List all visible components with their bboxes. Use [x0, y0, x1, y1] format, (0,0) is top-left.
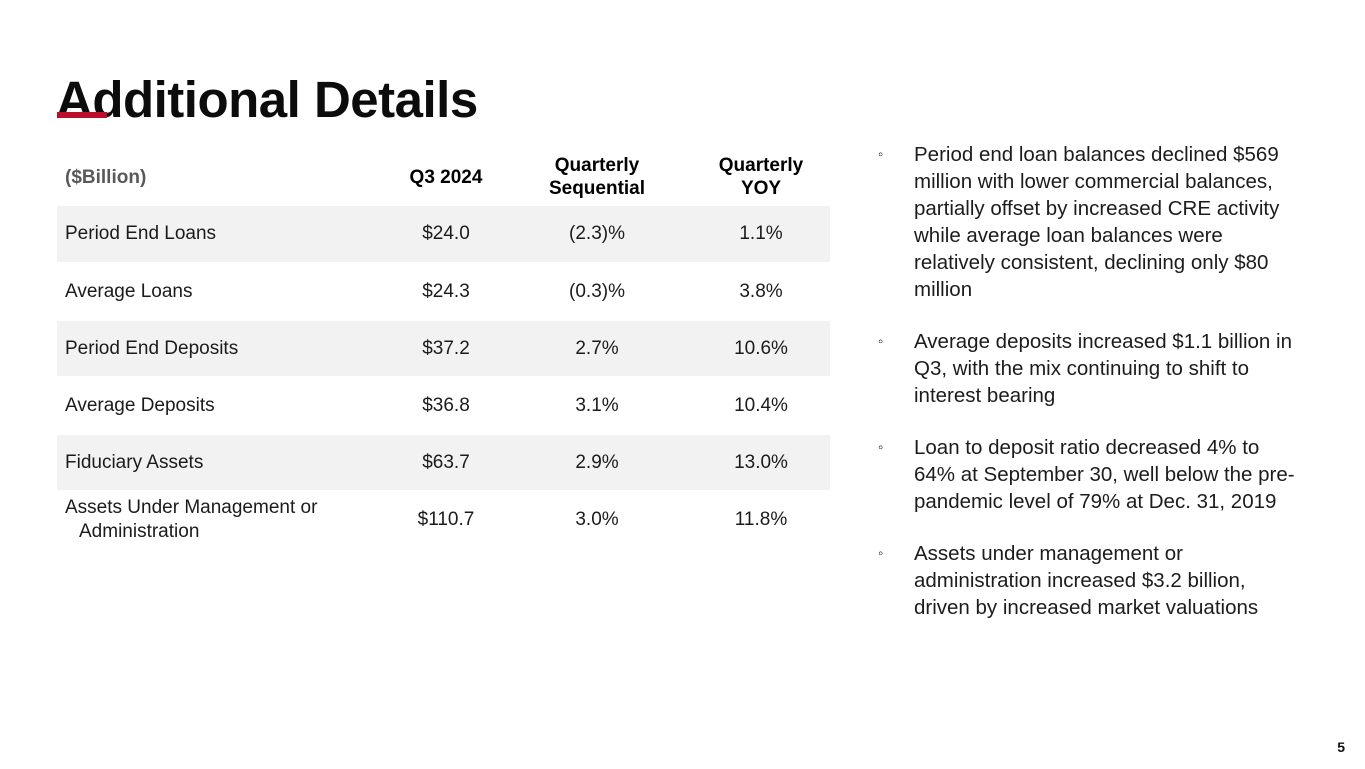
- cell-q3: $37.2: [422, 337, 470, 359]
- row-label: Period End Loans: [65, 223, 217, 245]
- cell-q3: $63.7: [422, 451, 470, 473]
- table-row: Period End Loans $24.0 (2.3)% 1.1%: [57, 206, 830, 263]
- column-header-quarterly-yoy: Quarterly YOY: [718, 155, 804, 199]
- row-label: Assets Under Management or Administratio…: [65, 496, 318, 542]
- list-item: ◦ Loan to deposit ratio decreased 4% to …: [874, 434, 1302, 515]
- table-row: Average Loans $24.3 (0.3)% 3.8%: [57, 263, 830, 320]
- row-label: Period End Deposits: [65, 337, 239, 359]
- cell-yoy: 3.8%: [739, 280, 783, 302]
- column-header-q3-2024: Q3 2024: [409, 166, 483, 188]
- list-item: ◦ Period end loan balances declined $569…: [874, 141, 1302, 303]
- cell-sequential: 3.1%: [575, 394, 619, 416]
- cell-yoy: 10.4%: [734, 394, 788, 416]
- table-row: Average Deposits $36.8 3.1% 10.4%: [57, 377, 830, 434]
- table-row: Assets Under Management or Administratio…: [57, 491, 830, 548]
- cell-sequential: (0.3)%: [569, 280, 625, 302]
- title-accent-bar: [57, 112, 107, 118]
- cell-yoy: 11.8%: [734, 508, 788, 530]
- list-item: ◦ Assets under management or administrat…: [874, 540, 1302, 621]
- table-row: Fiduciary Assets $63.7 2.9% 13.0%: [57, 434, 830, 491]
- bullet-text: Period end loan balances declined $569 m…: [914, 143, 1280, 301]
- cell-q3: $24.3: [422, 280, 470, 302]
- list-item: ◦ Average deposits increased $1.1 billio…: [874, 328, 1302, 409]
- cell-yoy: 13.0%: [734, 451, 788, 473]
- bullet-text: Loan to deposit ratio decreased 4% to 64…: [914, 436, 1295, 513]
- cell-q3: $36.8: [422, 394, 470, 416]
- bullet-circle-icon: ◦: [878, 545, 884, 562]
- page-number: 5: [1337, 739, 1345, 755]
- cell-sequential: 3.0%: [575, 508, 619, 530]
- cell-q3: $110.7: [417, 508, 475, 530]
- bullet-circle-icon: ◦: [878, 146, 884, 163]
- bullet-text: Assets under management or administratio…: [914, 542, 1259, 619]
- row-label: Average Loans: [65, 280, 193, 302]
- cell-sequential: 2.9%: [575, 451, 619, 473]
- column-header-quarterly-sequential: Quarterly Sequential: [548, 155, 646, 199]
- row-label: Fiduciary Assets: [65, 451, 204, 473]
- bullet-circle-icon: ◦: [878, 333, 884, 350]
- bullet-text: Average deposits increased $1.1 billion …: [914, 330, 1292, 407]
- table-header-row: ($Billion) Q3 2024 Quarterly Sequential …: [57, 150, 830, 206]
- financials-table: ($Billion) Q3 2024 Quarterly Sequential …: [57, 150, 830, 549]
- table-unit-label: ($Billion): [65, 167, 147, 188]
- page-title: Additional Details: [56, 71, 478, 129]
- row-label: Average Deposits: [65, 394, 215, 416]
- cell-yoy: 10.6%: [734, 337, 788, 359]
- cell-sequential: 2.7%: [575, 337, 619, 359]
- table-row: Period End Deposits $37.2 2.7% 10.6%: [57, 320, 830, 377]
- cell-sequential: (2.3)%: [569, 223, 625, 245]
- commentary-bullet-list: ◦ Period end loan balances declined $569…: [874, 141, 1302, 646]
- bullet-circle-icon: ◦: [878, 439, 884, 456]
- cell-yoy: 1.1%: [739, 223, 783, 245]
- cell-q3: $24.0: [422, 223, 470, 245]
